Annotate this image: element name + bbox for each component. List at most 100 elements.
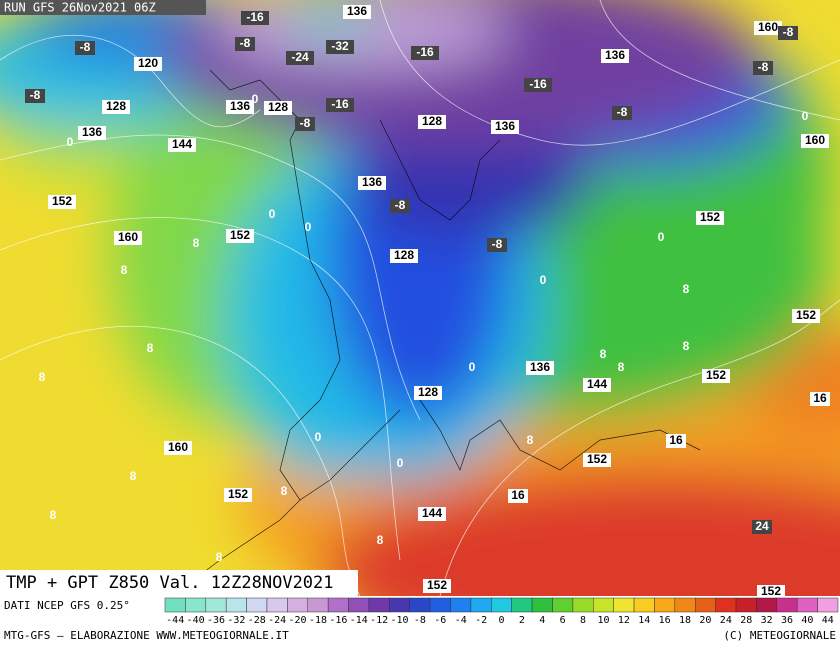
footer-right: (C) METEOGIORNALE [723, 629, 836, 642]
scale-label: 14 [638, 615, 650, 626]
scale-label: 28 [740, 615, 752, 626]
label-box [25, 89, 45, 103]
contour-label: 144 [587, 377, 607, 391]
contour-label: -8 [492, 237, 503, 251]
scale-label: -28 [248, 615, 266, 626]
scale-swatch [185, 597, 207, 613]
contour-label: -8 [80, 40, 91, 54]
label-box [753, 61, 773, 75]
footer-left: MTG-GFS – ELABORAZIONE WWW.METEOGIORNALE… [4, 629, 289, 642]
contour-label: -8 [300, 116, 311, 130]
scale-swatch [776, 597, 798, 613]
label-box [286, 51, 314, 65]
contour-label: 128 [418, 385, 438, 399]
scale-label: -14 [350, 615, 368, 626]
label-box [487, 238, 507, 252]
contour-label: 0 [658, 230, 665, 244]
scale-label: -36 [207, 615, 225, 626]
contour-label: 120 [138, 56, 158, 70]
contour-label: 152 [587, 452, 607, 466]
contour-label: 8 [527, 433, 534, 447]
scale-swatch [674, 597, 696, 613]
contour-label: 16 [813, 391, 827, 405]
label-box [666, 434, 686, 448]
label-box [224, 488, 252, 502]
label-box [102, 100, 130, 114]
scale-label: -24 [268, 615, 286, 626]
contour-label: -8 [758, 60, 769, 74]
scale-label: 24 [720, 615, 732, 626]
contour-label: -8 [395, 198, 406, 212]
contour-label: 144 [172, 137, 192, 151]
scale-swatch [205, 597, 227, 613]
contour-label: 160 [118, 230, 138, 244]
label-box [226, 100, 254, 114]
label-box [612, 106, 632, 120]
label-box [810, 392, 830, 406]
scale-swatch [225, 597, 247, 613]
scale-swatch [552, 597, 574, 613]
label-box [792, 309, 820, 323]
scale-swatch [348, 597, 370, 613]
contour-label: 0 [269, 207, 276, 221]
scale-label: -2 [475, 615, 487, 626]
contour-label: 8 [121, 263, 128, 277]
contour-label: 136 [605, 48, 625, 62]
scale-swatch [654, 597, 676, 613]
label-box [411, 46, 439, 60]
scale-swatch [368, 597, 390, 613]
label-box [418, 115, 446, 129]
label-box [583, 378, 611, 392]
label-box [264, 101, 292, 115]
contour-label: -16 [416, 45, 434, 59]
label-box [343, 5, 371, 19]
label-box [696, 211, 724, 225]
scale-label: -12 [370, 615, 388, 626]
scale-label: -16 [329, 615, 347, 626]
source-label: DATI NCEP GFS 0.25° [4, 599, 130, 612]
scale-label: 32 [761, 615, 773, 626]
contour-label: 160 [805, 133, 825, 147]
contour-label: 136 [230, 99, 250, 113]
scale-swatch [572, 597, 594, 613]
label-box [752, 520, 772, 534]
contour-label: -8 [617, 105, 628, 119]
scale-swatch [409, 597, 431, 613]
label-box [414, 386, 442, 400]
contour-label: 8 [50, 508, 57, 522]
contour-label: 144 [422, 506, 442, 520]
contour-label: 16 [511, 488, 525, 502]
scale-label: -32 [227, 615, 245, 626]
contour-label: 152 [427, 578, 447, 592]
contour-label: 136 [82, 125, 102, 139]
label-box [778, 26, 798, 40]
contour-label: 0 [315, 430, 322, 444]
run-box [0, 0, 206, 15]
label-box [326, 40, 354, 54]
label-box [164, 441, 192, 455]
scale-label: -6 [434, 615, 446, 626]
label-box [241, 11, 269, 25]
contour-label: 8 [39, 370, 46, 384]
contour-label: 152 [228, 487, 248, 501]
scale-swatch [715, 597, 737, 613]
scale-label: -18 [309, 615, 327, 626]
contour-label: 0 [397, 456, 404, 470]
contour-label: 128 [422, 114, 442, 128]
contour-label: 8 [281, 484, 288, 498]
contour-label: 128 [394, 248, 414, 262]
scale-swatch [470, 597, 492, 613]
label-box [524, 78, 552, 92]
contour-label: -8 [240, 36, 251, 50]
scale-label: 12 [618, 615, 630, 626]
contour-label: 8 [600, 347, 607, 361]
scale-swatch [756, 597, 778, 613]
label-box [583, 453, 611, 467]
label-box [801, 134, 829, 148]
contour-label: 152 [700, 210, 720, 224]
label-box [390, 249, 418, 263]
contour-label: 160 [168, 440, 188, 454]
label-box [418, 507, 446, 521]
label-box [757, 585, 785, 599]
